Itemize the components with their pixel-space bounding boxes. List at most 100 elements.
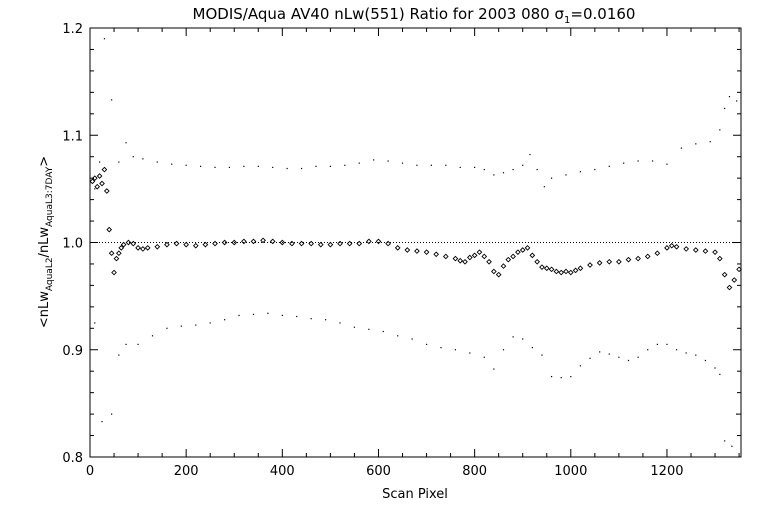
- data-point: [113, 255, 120, 262]
- data-point: [137, 343, 139, 345]
- data-point: [647, 349, 649, 351]
- data-point: [502, 172, 505, 174]
- data-point: [231, 239, 238, 246]
- y-axis-label: <nLwAquaL2/nLwAquaL3:7DAY>: [37, 156, 55, 328]
- data-point: [199, 165, 202, 167]
- x-tick-label: 600: [366, 464, 391, 479]
- data-point: [111, 413, 113, 415]
- data-point: [536, 168, 538, 171]
- data-point: [89, 178, 96, 185]
- y-axis-label-part-a: <nLw: [37, 291, 52, 328]
- data-point: [736, 266, 742, 273]
- data-point: [91, 175, 98, 181]
- data-point: [493, 368, 495, 370]
- data-point: [692, 247, 699, 253]
- data-point: [298, 240, 305, 247]
- data-point: [144, 245, 151, 251]
- data-point: [541, 354, 543, 356]
- series-2: [94, 312, 738, 447]
- data-point: [260, 237, 266, 244]
- data-point: [736, 413, 738, 415]
- data-point: [433, 251, 440, 258]
- data-point: [469, 352, 471, 354]
- data-point: [719, 373, 721, 376]
- data-point: [717, 255, 723, 262]
- data-point: [491, 268, 497, 275]
- data-point: [695, 143, 697, 145]
- data-point: [579, 171, 582, 173]
- data-point: [543, 265, 550, 272]
- data-point: [135, 245, 141, 251]
- data-point: [252, 313, 255, 315]
- data-point: [550, 177, 553, 179]
- data-point: [594, 168, 596, 171]
- data-point: [132, 156, 134, 158]
- data-point: [185, 164, 187, 166]
- data-point: [401, 162, 404, 164]
- data-point: [344, 164, 346, 166]
- data-point: [224, 319, 226, 321]
- data-point: [238, 314, 240, 317]
- x-tick-label: 1200: [650, 464, 683, 479]
- data-point: [668, 242, 675, 249]
- data-point: [709, 141, 711, 143]
- y-tick-label: 0.9: [62, 344, 83, 359]
- y-axis-label-part-b: /nLw: [37, 227, 52, 258]
- data-point: [728, 96, 731, 98]
- chart-title-subscript: 1: [564, 15, 570, 26]
- data-point: [368, 328, 370, 330]
- data-point: [724, 107, 726, 110]
- data-point: [577, 265, 584, 272]
- data-point: [654, 250, 661, 257]
- data-point: [596, 260, 603, 266]
- data-point: [505, 256, 512, 263]
- data-point: [534, 258, 540, 265]
- data-point: [539, 264, 545, 271]
- data-point: [466, 254, 473, 261]
- data-point: [154, 243, 161, 250]
- data-point: [553, 268, 560, 275]
- data-point: [724, 440, 726, 442]
- data-point: [142, 158, 144, 160]
- data-point: [106, 226, 113, 233]
- data-point: [714, 367, 716, 369]
- data-point: [366, 238, 372, 245]
- data-point: [531, 347, 533, 349]
- data-point: [250, 238, 257, 245]
- data-point: [267, 312, 269, 314]
- data-point: [212, 240, 218, 247]
- data-point: [589, 357, 591, 359]
- data-point: [125, 343, 127, 345]
- data-point: [726, 284, 733, 291]
- data-point: [166, 327, 168, 329]
- data-point: [116, 250, 122, 257]
- data-point: [599, 351, 601, 353]
- data-point: [548, 266, 555, 273]
- data-point: [644, 253, 651, 260]
- data-point: [683, 246, 690, 252]
- data-point: [515, 249, 521, 255]
- data-point: [623, 162, 625, 164]
- data-point: [608, 165, 610, 167]
- data-point: [736, 100, 738, 102]
- data-point: [120, 241, 127, 248]
- data-point: [156, 161, 158, 163]
- data-point: [731, 445, 733, 447]
- data-point: [579, 365, 582, 367]
- data-point: [731, 277, 738, 283]
- data-point: [327, 241, 334, 248]
- data-point: [512, 336, 514, 338]
- data-point: [495, 271, 502, 278]
- data-point: [459, 166, 461, 169]
- data-point: [202, 241, 209, 248]
- data-point: [281, 314, 283, 317]
- x-tick-label: 200: [174, 464, 199, 479]
- data-point: [289, 240, 295, 247]
- data-point: [94, 188, 96, 190]
- data-point: [430, 164, 432, 166]
- data-point: [474, 166, 476, 169]
- data-point: [103, 188, 110, 194]
- data-point: [94, 183, 101, 190]
- data-point: [702, 248, 709, 254]
